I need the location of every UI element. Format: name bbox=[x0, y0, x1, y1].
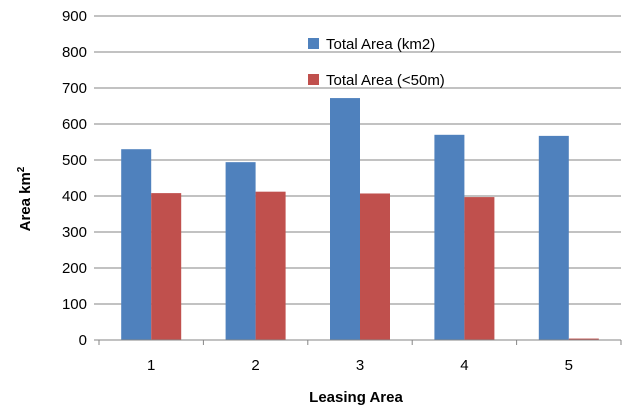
y-tick-label: 800 bbox=[62, 44, 87, 61]
bar-series-1-cat-5 bbox=[538, 135, 569, 340]
bar-series-2-cat-2 bbox=[255, 191, 286, 340]
legend-label-series-1: Total Area (km2) bbox=[326, 36, 435, 53]
bar-series-1-cat-4 bbox=[434, 134, 465, 340]
bars bbox=[121, 98, 599, 340]
bar-series-2-cat-3 bbox=[360, 193, 390, 340]
x-tick-label: 1 bbox=[147, 357, 155, 374]
y-tick-label: 900 bbox=[62, 8, 87, 25]
x-tick-label: 4 bbox=[460, 357, 468, 374]
legend-label-series-2: Total Area (<50m) bbox=[326, 72, 445, 89]
bar-series-2-cat-1 bbox=[151, 193, 182, 340]
bar-series-1-cat-2 bbox=[225, 162, 256, 340]
bar-series-1-cat-3 bbox=[330, 98, 360, 340]
y-tick-label: 700 bbox=[62, 80, 87, 97]
y-axis-title-text: Area km bbox=[17, 172, 34, 231]
y-axis-title: Area km2 bbox=[16, 166, 34, 231]
legend-swatch-series-1 bbox=[308, 38, 319, 49]
x-tick-label: 3 bbox=[356, 357, 364, 374]
bar-series-1-cat-1 bbox=[121, 149, 152, 340]
y-axis-ticks: 0 100 200 300 400 500 600 700 800 900 bbox=[62, 8, 99, 349]
y-tick-label: 600 bbox=[62, 116, 87, 133]
bar-series-2-cat-4 bbox=[464, 197, 495, 340]
y-tick-label: 300 bbox=[62, 224, 87, 241]
y-axis-title-superscript: 2 bbox=[16, 166, 27, 172]
legend-swatch-series-2 bbox=[308, 74, 319, 85]
y-tick-label: 400 bbox=[62, 188, 87, 205]
x-axis-title: Leasing Area bbox=[309, 389, 403, 406]
y-tick-label: 100 bbox=[62, 296, 87, 313]
x-axis-ticks: 1 2 3 4 5 bbox=[98, 340, 622, 374]
legend: Total Area (km2) Total Area (<50m) bbox=[308, 36, 445, 89]
y-tick-label: 500 bbox=[62, 152, 87, 169]
y-tick-label: 200 bbox=[62, 260, 87, 277]
y-tick-label: 0 bbox=[79, 332, 87, 349]
x-tick-label: 2 bbox=[251, 357, 259, 374]
x-tick-label: 5 bbox=[565, 357, 573, 374]
bar-series-2-cat-5 bbox=[568, 338, 599, 340]
